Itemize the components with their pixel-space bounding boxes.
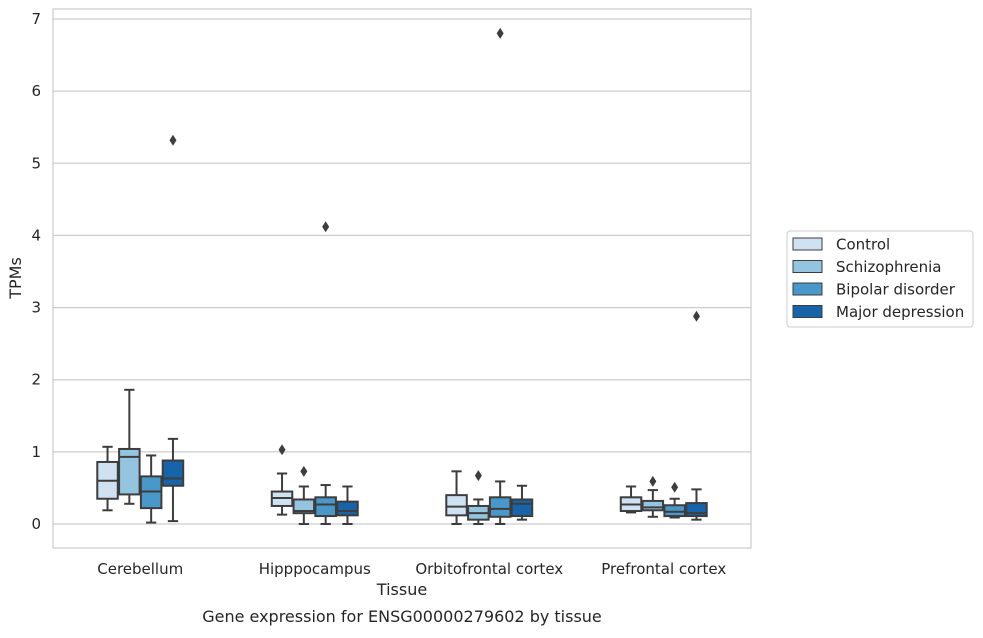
y-axis-label: TPMs <box>6 257 25 300</box>
y-tick-label: 4 <box>31 226 41 244</box>
y-tick-label: 7 <box>31 10 41 28</box>
outlier-point <box>649 475 657 487</box>
outlier-point <box>169 134 177 146</box>
boxplots <box>96 27 708 525</box>
box-3-0 <box>161 134 185 523</box>
box-iqr <box>336 500 359 517</box>
outlier-point <box>300 465 308 477</box>
legend-label: Schizophrenia <box>836 258 941 276</box>
box-0-0 <box>96 445 119 512</box>
box-0-2 <box>445 470 468 525</box>
legend-swatch <box>792 237 823 251</box>
box-1-3 <box>641 475 665 518</box>
legend: Control Schizophrenia Bipolar disorder Majo… <box>786 230 974 328</box>
box-2-0 <box>139 454 163 524</box>
box-iqr <box>488 496 512 518</box>
box-1-0 <box>118 388 141 505</box>
outlier-point <box>496 27 504 39</box>
x-tick-label: Cerebellum <box>97 560 183 578</box>
box-iqr <box>663 504 686 518</box>
legend-swatch <box>792 305 823 318</box>
box-2-3 <box>663 481 686 519</box>
box-iqr <box>292 498 316 515</box>
box-iqr <box>314 496 337 518</box>
outlier-point <box>474 470 482 482</box>
x-tick-label: Prefrontal cortex <box>601 560 726 578</box>
legend-swatch <box>792 260 823 273</box>
x-axis-label: Tissue <box>376 580 427 599</box>
x-tick-label: Hipppocampus <box>259 560 371 578</box>
legend-label: Control <box>836 236 890 254</box>
y-tick-label: 1 <box>31 443 41 461</box>
box-1-1 <box>292 465 316 525</box>
outlier-point <box>278 444 286 456</box>
x-tick-labels: Cerebellum Hipppocampus Orbitofrontal cort… <box>97 560 726 578</box>
outlier-point <box>692 310 700 322</box>
x-tick-label: Orbitofrontal cortex <box>415 560 563 578</box>
box-iqr <box>118 447 141 496</box>
box-iqr <box>510 498 534 518</box>
y-tick-labels: 0 1 2 3 4 5 6 7 <box>31 10 41 533</box>
box-iqr <box>445 494 468 517</box>
legend-label: Bipolar disorder <box>836 281 956 299</box>
y-tick-label: 5 <box>31 154 41 172</box>
box-3-2 <box>510 484 534 521</box>
box-0-3 <box>619 485 643 514</box>
box-2-2 <box>488 27 512 525</box>
y-tick-label: 2 <box>31 371 41 389</box>
outlier-point <box>322 221 330 233</box>
box-0-1 <box>270 444 294 516</box>
legend-swatch <box>792 282 823 296</box>
plot-area <box>52 8 752 549</box>
gridlines <box>53 18 751 525</box>
y-tick-label: 6 <box>31 82 41 100</box>
y-tick-label: 3 <box>31 299 41 317</box>
legend-frame <box>786 230 974 328</box>
y-tick-label: 0 <box>31 515 41 533</box>
outlier-point <box>671 481 679 493</box>
box-iqr <box>161 459 185 487</box>
box-iqr <box>641 499 665 512</box>
box-2-1 <box>314 221 337 525</box>
box-1-2 <box>467 470 490 525</box>
chart-caption: Gene expression for ENSG00000279602 by t… <box>202 607 602 626</box>
box-3-3 <box>685 310 708 521</box>
legend-label: Major depression <box>836 303 964 321</box>
box-3-1 <box>336 485 359 525</box>
